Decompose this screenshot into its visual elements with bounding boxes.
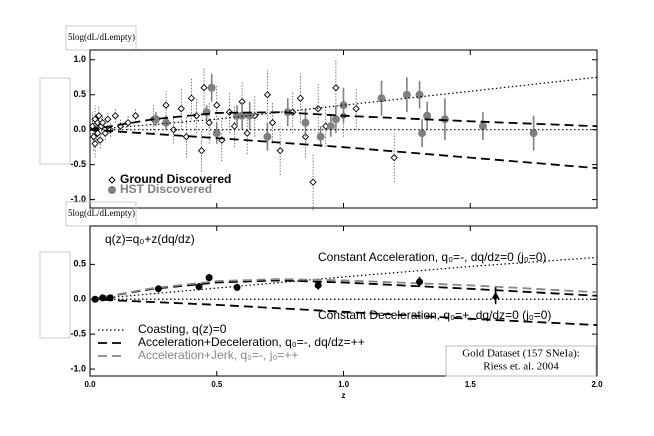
data-point xyxy=(418,129,427,138)
data-point xyxy=(106,294,114,302)
data-point xyxy=(314,281,322,289)
data-point xyxy=(205,119,213,127)
data-point xyxy=(314,105,322,113)
data-point xyxy=(104,115,112,123)
data-point xyxy=(416,278,424,286)
data-point xyxy=(212,129,221,138)
model-line xyxy=(89,278,598,301)
data-point xyxy=(177,105,185,113)
data-point xyxy=(296,94,305,102)
x-tick-label: 1.0 xyxy=(338,380,350,389)
data-point xyxy=(213,101,221,109)
data-point xyxy=(263,132,272,141)
data-point xyxy=(205,274,213,282)
blank-box xyxy=(39,251,71,339)
data-point xyxy=(268,119,277,127)
data-point xyxy=(197,147,206,155)
y-tick-label: -0.5 xyxy=(70,159,86,169)
data-point xyxy=(238,111,247,120)
data-point xyxy=(99,119,107,127)
x-tick-label: 1.5 xyxy=(465,380,477,389)
data-point xyxy=(95,112,103,120)
data-point xyxy=(91,295,99,303)
data-point xyxy=(170,126,178,134)
data-point xyxy=(233,283,241,291)
data-point xyxy=(187,94,196,102)
data-point xyxy=(326,122,335,131)
model-line xyxy=(89,128,598,170)
y-tick-label: 0.0 xyxy=(73,294,86,304)
x-axis-label: z xyxy=(342,391,346,400)
data-point xyxy=(91,140,99,148)
data-point xyxy=(154,285,162,293)
legend-label: Acceleration+Jerk, q₀=-, j₀=++ xyxy=(138,348,298,362)
data-point xyxy=(377,94,386,103)
legend-swatch xyxy=(108,186,116,194)
data-point xyxy=(402,90,411,99)
data-point xyxy=(111,112,119,120)
y-axis-label: 5log(dL/dLempty) xyxy=(68,208,135,218)
legend-label: Ground Discovered xyxy=(120,172,231,186)
data-point xyxy=(331,115,340,124)
annotation: Constant Acceleration, q₀=-, dq/dz=0 (j₀… xyxy=(318,250,546,264)
legend-label: Coasting, q(z)=0 xyxy=(138,322,227,336)
legend-swatch xyxy=(108,176,116,184)
x-tick-label: 0.0 xyxy=(84,380,96,389)
model-line xyxy=(89,76,598,131)
data-point xyxy=(423,111,432,120)
annotation: q(z)=q₀+z(dq/dz) xyxy=(105,232,195,246)
note: Gold Dataset (157 SNeIa): xyxy=(462,348,580,360)
note: Riess et. al. 2004 xyxy=(483,361,559,373)
data-point xyxy=(478,122,487,131)
data-point xyxy=(99,294,107,302)
data-point xyxy=(200,84,208,92)
y-tick-label: -0.5 xyxy=(70,329,86,339)
data-point xyxy=(263,91,272,99)
data-point xyxy=(131,112,140,120)
data-point xyxy=(162,101,170,109)
legend-label: Acceleration+Deceleration, q₀=-, dq/dz=+… xyxy=(138,335,365,349)
model-line xyxy=(89,298,598,326)
data-point xyxy=(151,115,160,124)
y-tick-label: 0.0 xyxy=(73,124,86,134)
data-point xyxy=(309,178,317,186)
data-point xyxy=(529,129,538,138)
data-point xyxy=(332,84,340,92)
y-tick-label: 0.5 xyxy=(73,259,86,269)
y-tick-label: 0.5 xyxy=(73,89,86,99)
note-box xyxy=(445,345,597,377)
annotation: Constant Deceleration, q₀=+, dq/dz=0 (j₀… xyxy=(318,308,551,322)
legend-label: HST Discovered xyxy=(120,182,212,196)
data-point xyxy=(491,291,500,299)
data-point xyxy=(93,119,102,127)
data-point xyxy=(316,132,325,141)
model-line xyxy=(89,279,598,301)
data-point xyxy=(96,136,104,144)
y-tick-label: -1.0 xyxy=(70,194,86,204)
data-point xyxy=(195,283,203,291)
data-point xyxy=(162,118,171,127)
data-point xyxy=(390,154,398,162)
blank-box xyxy=(39,77,71,165)
data-point xyxy=(440,115,449,124)
data-point xyxy=(352,105,360,113)
y-tick-label: -1.0 xyxy=(70,363,86,373)
data-point xyxy=(207,83,216,92)
model-line xyxy=(89,256,598,300)
data-point xyxy=(124,119,132,127)
y-axis-label: 5log(dL/dLempty) xyxy=(68,32,135,42)
plot-frame xyxy=(89,225,598,377)
data-point xyxy=(243,129,251,137)
data-point xyxy=(276,147,284,155)
y-tick-label: 1.0 xyxy=(73,54,86,64)
data-point xyxy=(301,118,310,127)
x-tick-label: 0.5 xyxy=(211,380,223,389)
data-point xyxy=(339,101,348,110)
model-line xyxy=(89,111,598,131)
data-point xyxy=(93,129,102,137)
x-tick-label: 2.0 xyxy=(591,380,603,389)
